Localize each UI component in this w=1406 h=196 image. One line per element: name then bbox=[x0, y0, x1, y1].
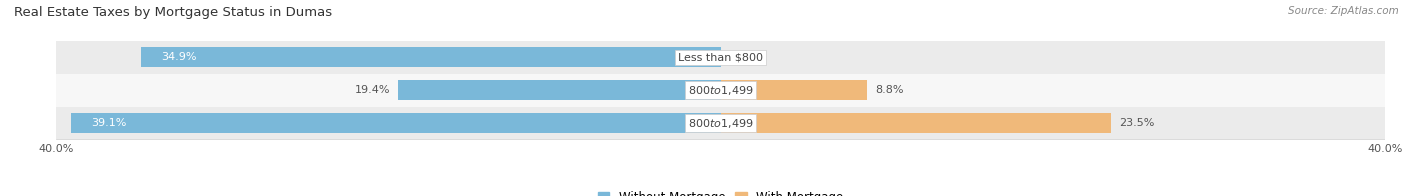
Bar bbox=[141, 47, 721, 67]
Text: 8.8%: 8.8% bbox=[875, 85, 904, 95]
Bar bbox=[56, 41, 1385, 74]
Bar bbox=[721, 113, 1111, 133]
Bar bbox=[56, 107, 1385, 140]
Bar bbox=[721, 80, 866, 100]
Bar bbox=[72, 113, 721, 133]
Text: 23.5%: 23.5% bbox=[1119, 118, 1154, 128]
Text: Source: ZipAtlas.com: Source: ZipAtlas.com bbox=[1288, 6, 1399, 16]
Bar bbox=[398, 80, 721, 100]
Text: Less than $800: Less than $800 bbox=[678, 52, 763, 62]
Bar bbox=[56, 74, 1385, 107]
Text: 19.4%: 19.4% bbox=[354, 85, 389, 95]
Text: $800 to $1,499: $800 to $1,499 bbox=[688, 117, 754, 130]
Legend: Without Mortgage, With Mortgage: Without Mortgage, With Mortgage bbox=[593, 186, 848, 196]
Text: Real Estate Taxes by Mortgage Status in Dumas: Real Estate Taxes by Mortgage Status in … bbox=[14, 6, 332, 19]
Text: 0.0%: 0.0% bbox=[728, 52, 756, 62]
Text: $800 to $1,499: $800 to $1,499 bbox=[688, 84, 754, 97]
Text: 39.1%: 39.1% bbox=[91, 118, 127, 128]
Text: 34.9%: 34.9% bbox=[160, 52, 197, 62]
